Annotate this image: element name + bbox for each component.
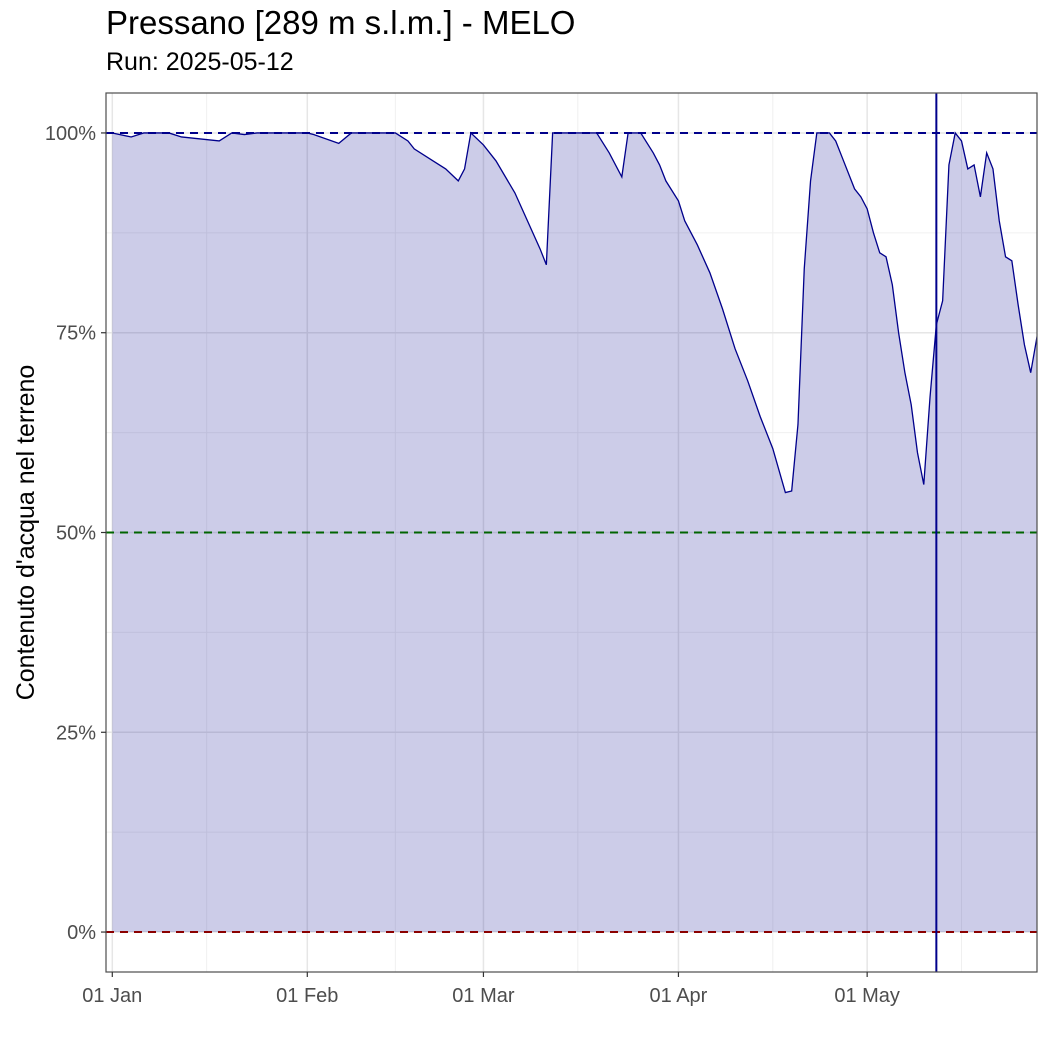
y-tick-label: 25% — [56, 722, 96, 744]
y-axis-title: Contenuto d'acqua nel terreno — [12, 365, 40, 701]
y-tick-label: 75% — [56, 323, 96, 345]
y-tick-label: 0% — [67, 922, 96, 944]
x-tick-label: 01 Feb — [276, 985, 338, 1007]
y-tick-label: 50% — [56, 523, 96, 545]
y-tick-label: 100% — [45, 123, 96, 145]
x-axis: 01 Jan 01 Feb 01 Mar 01 Apr 01 May — [82, 972, 900, 1007]
x-tick-label: 01 Jan — [82, 985, 142, 1007]
x-tick-label: 01 Mar — [452, 985, 515, 1007]
y-axis: 0% 25% 50% 75% 100% — [45, 123, 106, 944]
chart-subtitle: Run: 2025-05-12 — [106, 48, 294, 76]
x-tick-label: 01 May — [834, 985, 900, 1007]
chart-title: Pressano [289 m s.l.m.] - MELO — [106, 4, 576, 41]
x-tick-label: 01 Apr — [650, 985, 708, 1007]
